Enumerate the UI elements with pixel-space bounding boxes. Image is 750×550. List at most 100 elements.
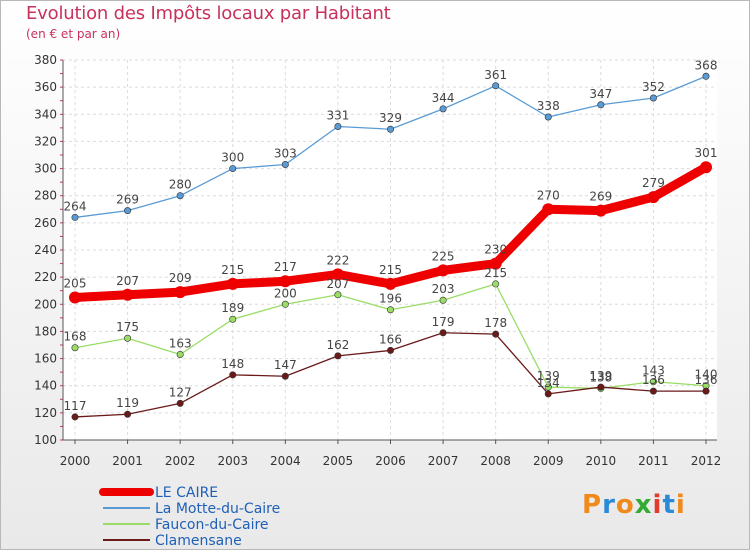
- y-tick-label: 260: [34, 216, 57, 230]
- y-tick-label: 140: [34, 379, 57, 393]
- x-tick-label: 2007: [428, 454, 459, 468]
- data-point: [121, 288, 134, 301]
- data-point: [384, 277, 397, 290]
- data-label: 215: [221, 263, 244, 277]
- data-label: 168: [64, 330, 87, 344]
- data-label: 280: [169, 178, 192, 192]
- data-point: [386, 125, 394, 133]
- logo-letter: r: [602, 490, 616, 520]
- x-tick-label: 2008: [480, 454, 511, 468]
- data-point: [174, 286, 187, 299]
- y-tick-label: 200: [34, 297, 57, 311]
- data-point: [439, 296, 447, 304]
- data-label: 163: [169, 337, 192, 351]
- x-tick-label: 2000: [60, 454, 91, 468]
- data-label: 147: [274, 358, 297, 372]
- data-label: 136: [695, 373, 718, 387]
- data-point: [334, 352, 342, 360]
- data-point: [229, 315, 237, 323]
- x-tick-label: 2003: [217, 454, 248, 468]
- data-point: [71, 344, 79, 352]
- y-tick-label: 240: [34, 243, 57, 257]
- data-label: 225: [432, 249, 455, 263]
- data-point: [597, 101, 605, 109]
- y-tick-label: 300: [34, 162, 57, 176]
- chart-subtitle: (en € et par an): [26, 27, 121, 41]
- data-point: [437, 264, 450, 277]
- data-point: [281, 300, 289, 308]
- y-tick-label: 100: [34, 433, 57, 447]
- data-point: [334, 123, 342, 131]
- data-point: [281, 161, 289, 169]
- data-label: 230: [484, 243, 507, 257]
- data-label: 127: [169, 385, 192, 399]
- data-point: [702, 387, 710, 395]
- data-label: 136: [642, 373, 665, 387]
- data-label: 175: [116, 320, 139, 334]
- data-point: [649, 94, 657, 102]
- y-tick-label: 340: [34, 107, 57, 121]
- data-label: 117: [64, 399, 87, 413]
- data-label: 138: [589, 370, 612, 384]
- data-point: [544, 383, 552, 391]
- axes: [60, 59, 717, 444]
- x-tick-label: 2006: [375, 454, 406, 468]
- data-label: 368: [695, 58, 718, 72]
- y-tick-label: 360: [34, 80, 57, 94]
- y-axis-ticks: 100 120 140 160 180 200 220 240 260 280 300 320 340 3…: [34, 53, 57, 447]
- data-label: 303: [274, 147, 297, 161]
- data-point: [229, 165, 237, 173]
- legend-label: Faucon-du-Caire: [155, 517, 269, 533]
- x-tick-label: 2011: [638, 454, 669, 468]
- x-tick-label: 2005: [323, 454, 354, 468]
- data-point: [647, 191, 660, 204]
- legend-label: LE CAIRE: [155, 485, 218, 501]
- y-tick-label: 160: [34, 352, 57, 366]
- data-point: [594, 204, 607, 217]
- data-point: [439, 329, 447, 337]
- data-label: 178: [484, 316, 507, 330]
- data-point: [176, 399, 184, 407]
- legend-label: La Motte-du-Caire: [155, 501, 280, 517]
- data-point: [489, 257, 502, 270]
- x-tick-label: 2002: [165, 454, 196, 468]
- y-tick-label: 220: [34, 270, 57, 284]
- data-label: 189: [221, 301, 244, 315]
- data-point: [439, 105, 447, 113]
- data-point: [386, 306, 394, 314]
- x-tick-label: 2004: [270, 454, 301, 468]
- data-label: 196: [379, 292, 402, 306]
- data-point: [597, 383, 605, 391]
- data-label: 139: [537, 369, 560, 383]
- data-point: [649, 387, 657, 395]
- y-tick-label: 180: [34, 324, 57, 338]
- data-label: 139: [589, 369, 612, 383]
- logo-letter: P: [582, 490, 603, 520]
- data-point: [69, 291, 81, 304]
- x-axis-ticks: 2000 2001 2002 2003 2004 2005 2006 2007 2008 2009…: [60, 454, 722, 468]
- data-label: 301: [695, 146, 718, 160]
- data-label: 222: [326, 253, 349, 267]
- x-tick-label: 2001: [112, 454, 143, 468]
- data-point: [124, 207, 132, 215]
- data-label: 215: [379, 263, 402, 277]
- logo-letter: i: [652, 490, 663, 520]
- data-point: [544, 390, 552, 398]
- data-label: 217: [274, 260, 297, 274]
- data-point: [71, 413, 79, 421]
- data-point: [492, 330, 500, 338]
- data-point: [386, 346, 394, 354]
- data-label: 279: [642, 176, 665, 190]
- data-point: [281, 372, 289, 380]
- data-label: 331: [326, 109, 349, 123]
- data-label: 205: [64, 277, 87, 291]
- y-tick-label: 320: [34, 134, 57, 148]
- data-label: 347: [589, 87, 612, 101]
- legend-label: Clamensane: [155, 533, 242, 549]
- data-label: 179: [432, 315, 455, 329]
- data-label: 162: [326, 338, 349, 352]
- y-tick-label: 280: [34, 189, 57, 203]
- logo-letter: t: [662, 490, 676, 520]
